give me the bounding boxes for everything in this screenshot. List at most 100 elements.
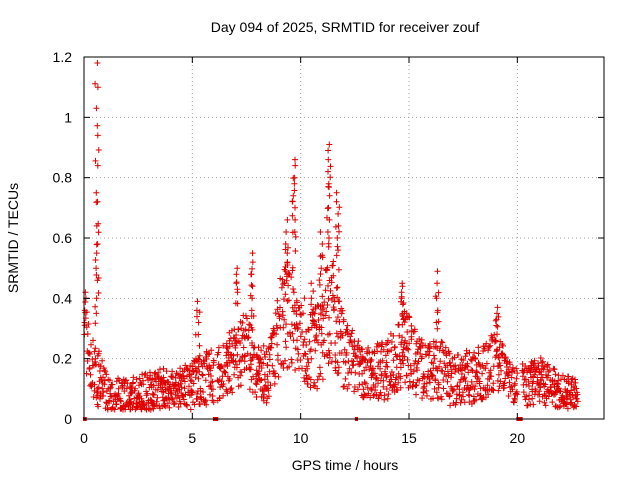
data-point bbox=[100, 389, 107, 396]
data-point bbox=[208, 373, 214, 379]
data-point bbox=[471, 386, 478, 393]
data-point bbox=[147, 406, 154, 413]
data-point bbox=[326, 141, 333, 148]
data-point bbox=[289, 198, 296, 205]
data-point bbox=[305, 326, 312, 333]
data-point bbox=[438, 338, 445, 345]
data-point bbox=[140, 377, 146, 384]
data-point bbox=[95, 384, 102, 391]
data-point bbox=[557, 388, 564, 395]
data-point bbox=[328, 358, 335, 365]
data-point bbox=[130, 379, 136, 386]
data-point bbox=[94, 241, 101, 247]
data-point bbox=[240, 344, 247, 351]
data-point bbox=[201, 360, 208, 367]
data-point bbox=[452, 369, 459, 375]
data-point bbox=[295, 350, 302, 357]
data-point bbox=[484, 382, 491, 389]
data-point bbox=[429, 372, 436, 379]
data-point bbox=[237, 382, 244, 389]
data-point bbox=[170, 401, 177, 408]
data-point bbox=[317, 271, 324, 277]
y-tick-label: 0 bbox=[64, 411, 72, 427]
data-point bbox=[308, 346, 314, 353]
data-point bbox=[311, 318, 318, 325]
data-point bbox=[433, 319, 440, 326]
data-point bbox=[495, 387, 502, 394]
data-point bbox=[542, 381, 549, 388]
data-point bbox=[496, 383, 503, 390]
data-point bbox=[403, 372, 410, 379]
data-point bbox=[398, 289, 405, 296]
y-tick-label: 0.8 bbox=[53, 170, 73, 186]
data-point bbox=[446, 350, 453, 357]
data-point bbox=[285, 244, 291, 251]
data-point bbox=[398, 295, 405, 302]
data-point bbox=[249, 326, 256, 333]
data-point bbox=[494, 323, 501, 330]
data-point bbox=[377, 389, 384, 396]
data-point bbox=[81, 307, 88, 314]
data-point bbox=[435, 381, 442, 388]
data-point bbox=[438, 396, 445, 403]
data-point bbox=[96, 368, 103, 374]
data-point bbox=[93, 310, 100, 317]
data-point bbox=[86, 351, 93, 357]
data-point bbox=[298, 302, 305, 309]
data-point bbox=[117, 397, 124, 404]
data-point bbox=[402, 379, 409, 386]
data-point bbox=[207, 391, 213, 398]
data-point bbox=[244, 315, 250, 322]
data-point bbox=[527, 369, 534, 376]
data-point bbox=[153, 378, 160, 385]
data-point bbox=[157, 366, 163, 373]
data-point bbox=[220, 392, 227, 399]
data-point bbox=[217, 364, 224, 371]
data-point bbox=[418, 336, 425, 343]
data-point bbox=[194, 298, 201, 305]
data-point bbox=[334, 235, 341, 241]
data-point bbox=[292, 162, 299, 169]
data-point bbox=[474, 369, 481, 376]
y-axis-label: SRMTID / TECUs bbox=[5, 183, 21, 293]
data-point bbox=[228, 385, 235, 392]
data-point bbox=[81, 319, 88, 326]
data-point bbox=[460, 357, 467, 364]
data-point bbox=[255, 344, 262, 351]
data-point bbox=[224, 390, 231, 397]
data-point bbox=[332, 352, 339, 358]
data-point bbox=[203, 401, 210, 408]
data-point bbox=[163, 368, 170, 375]
data-point bbox=[411, 328, 418, 335]
data-point bbox=[359, 346, 366, 353]
data-point bbox=[457, 399, 464, 406]
data-point bbox=[294, 337, 300, 344]
data-point bbox=[345, 381, 352, 388]
data-point bbox=[334, 314, 341, 321]
data-point bbox=[305, 359, 312, 366]
data-point bbox=[257, 355, 264, 362]
data-point bbox=[334, 284, 341, 291]
data-point bbox=[491, 331, 498, 338]
data-point bbox=[502, 375, 509, 382]
data-point bbox=[207, 382, 214, 389]
data-point bbox=[144, 390, 151, 397]
data-point bbox=[529, 395, 536, 402]
data-point bbox=[479, 370, 486, 377]
data-point bbox=[485, 391, 492, 398]
data-point bbox=[365, 344, 372, 351]
data-point bbox=[164, 400, 171, 407]
data-point bbox=[106, 397, 113, 404]
data-point bbox=[162, 403, 169, 410]
data-point bbox=[533, 366, 540, 373]
data-point bbox=[415, 358, 422, 365]
data-point bbox=[454, 382, 461, 389]
data-point bbox=[291, 180, 298, 187]
data-point bbox=[99, 385, 106, 392]
data-point bbox=[485, 347, 492, 354]
data-point bbox=[128, 384, 135, 391]
data-point bbox=[459, 389, 466, 396]
data-point bbox=[288, 359, 295, 366]
data-point bbox=[271, 380, 278, 387]
data-point bbox=[434, 325, 441, 332]
